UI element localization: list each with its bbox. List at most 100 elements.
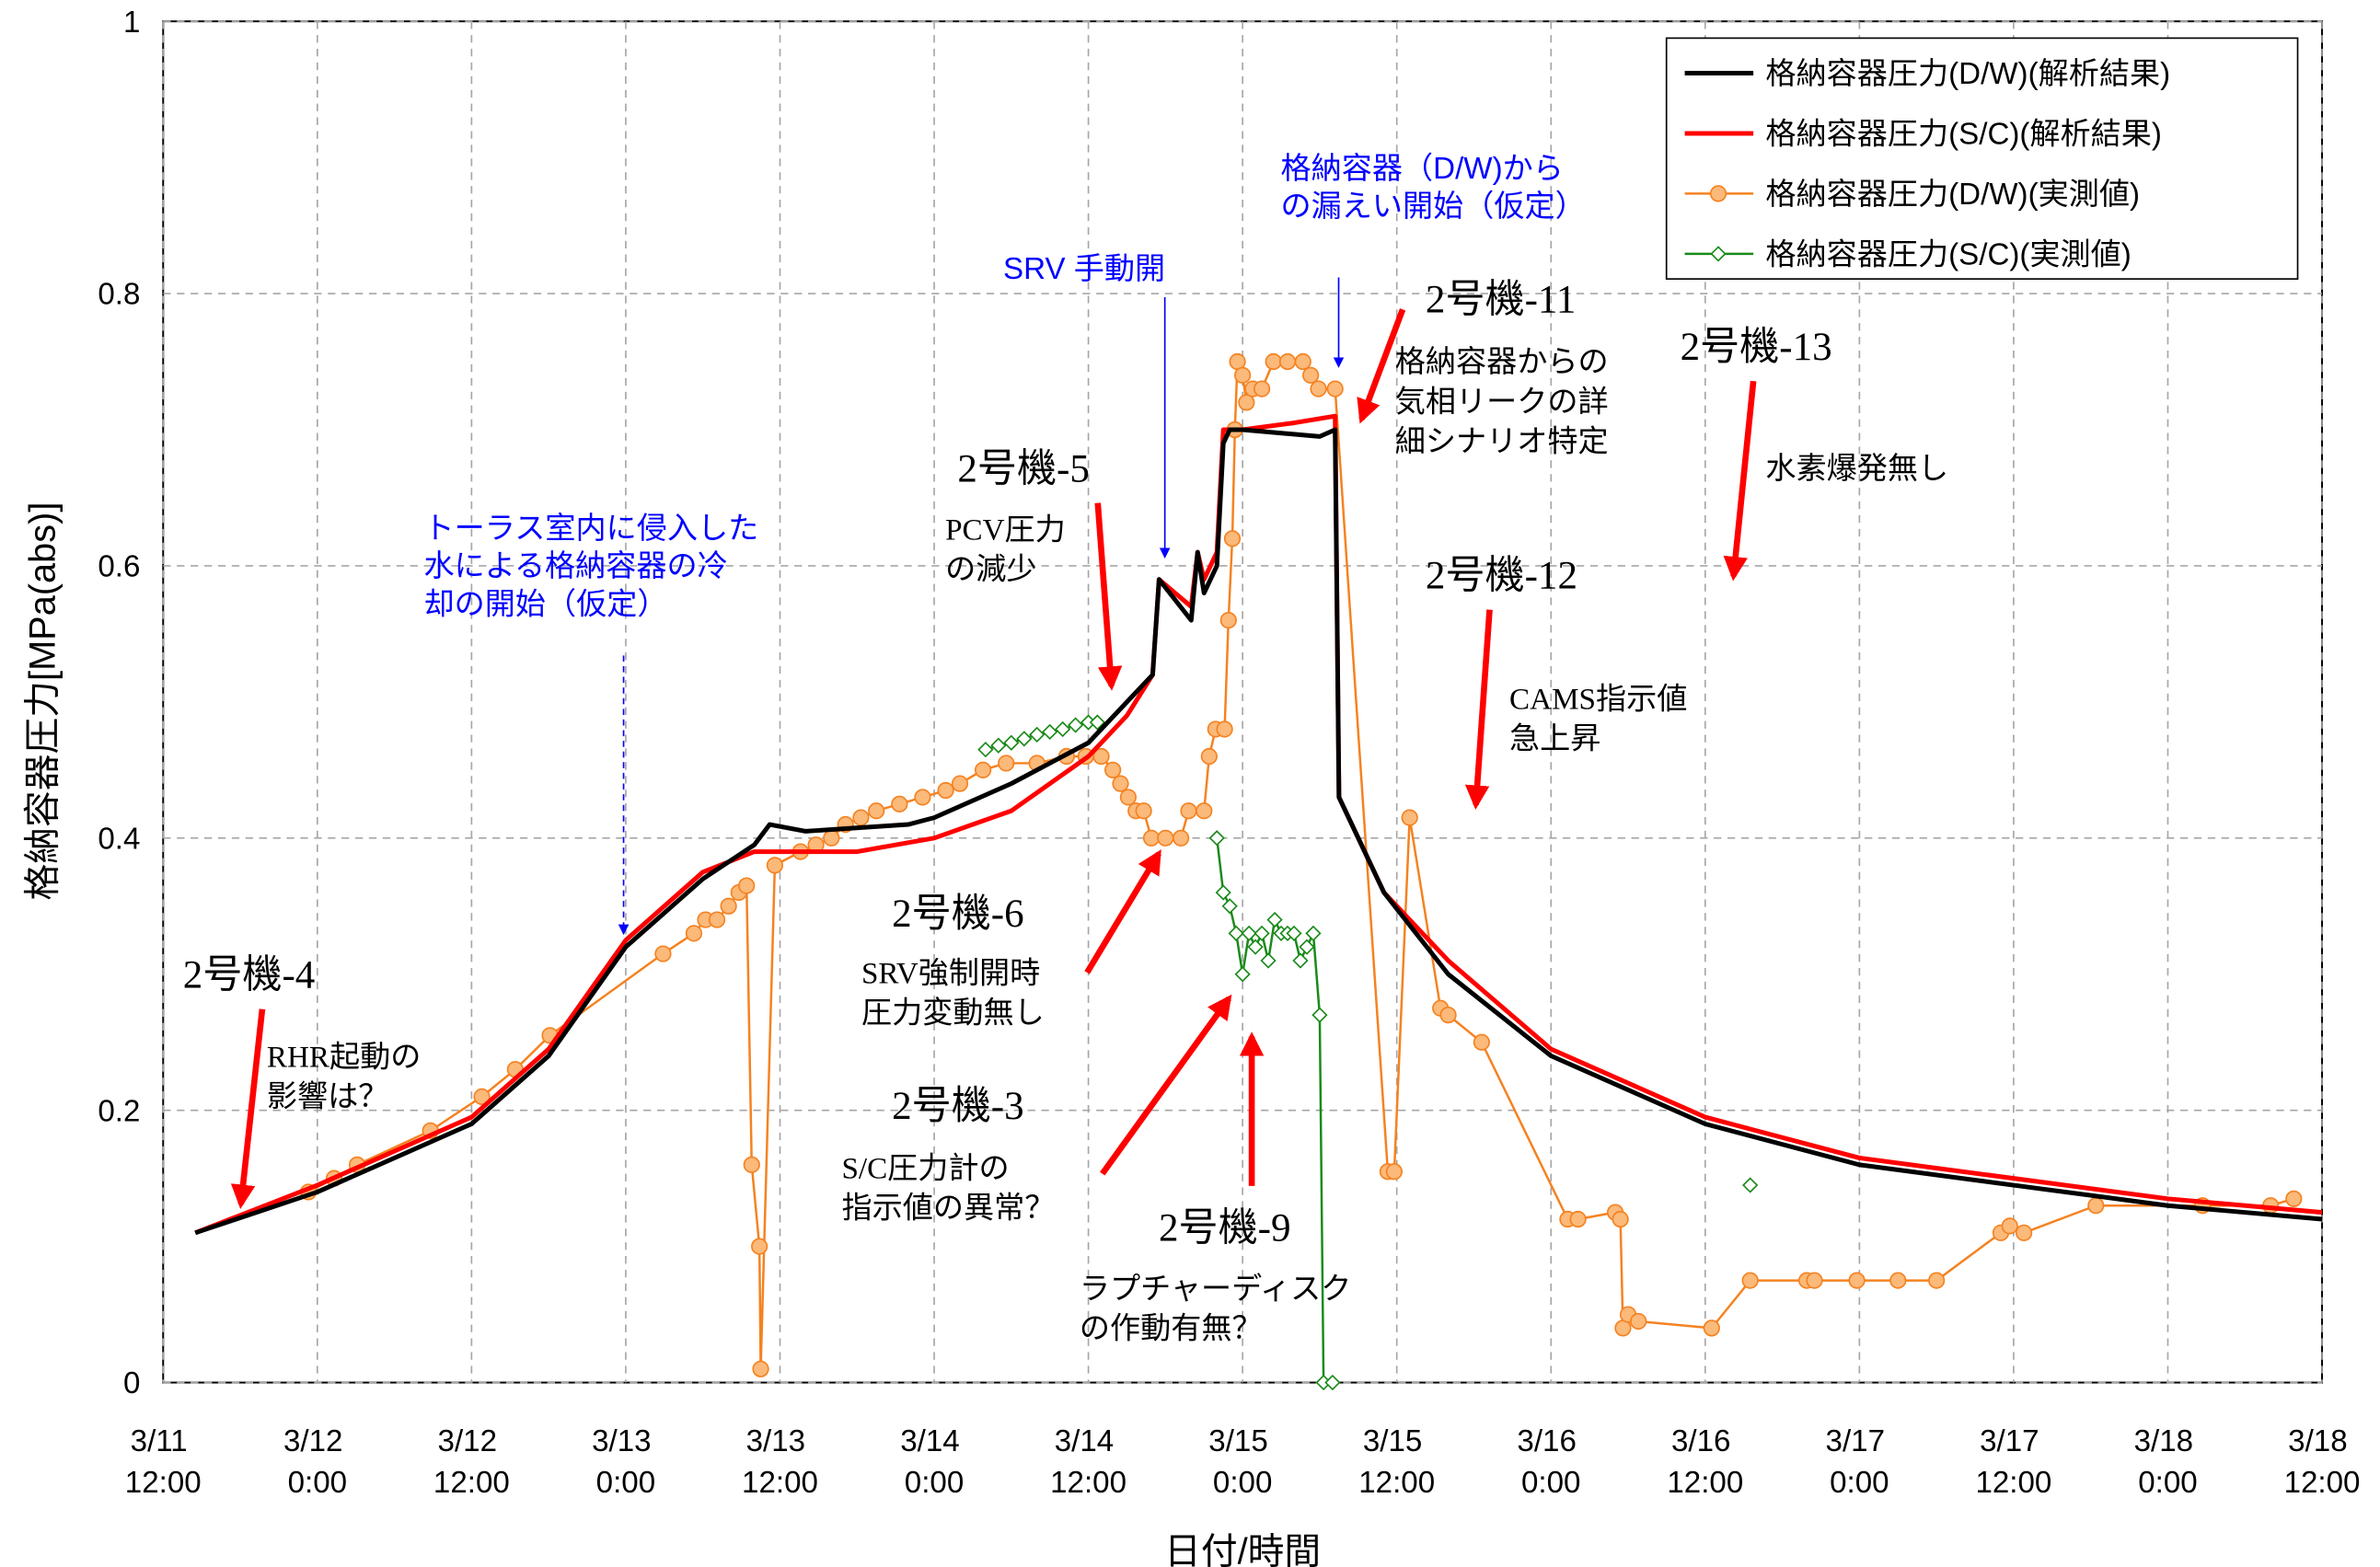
- assumption-text: 却の開始（仮定）: [424, 588, 668, 622]
- x-tick-label: 3/13 12:00: [742, 1424, 818, 1500]
- data-point: [1710, 246, 1727, 262]
- data-point: [1157, 829, 1174, 847]
- x-tick-label: 3/16 12:00: [1667, 1424, 1743, 1500]
- annotation-arrow: [1084, 849, 1161, 974]
- annotation-arrow: [1094, 502, 1123, 691]
- assumption-text: 水による格納容器の冷: [424, 549, 728, 583]
- annotation-text: PCV圧力: [945, 513, 1066, 547]
- annotation-text: 気相リークの詳: [1395, 385, 1609, 419]
- data-point: [1302, 366, 1320, 384]
- data-point: [1016, 731, 1033, 747]
- x-tick-label: 3/12 0:00: [283, 1424, 352, 1500]
- x-axis-label: 日付/時間: [1164, 1532, 1321, 1567]
- data-point: [1042, 723, 1058, 741]
- annotation-label: 2号機-4: [183, 953, 316, 997]
- annotation-text: ラプチャーディスク: [1080, 1272, 1351, 1306]
- y-tick-label: 0.8: [98, 278, 140, 312]
- data-point: [1266, 911, 1283, 928]
- data-point: [1299, 939, 1315, 955]
- data-point: [473, 1088, 491, 1105]
- data-point: [1326, 380, 1344, 398]
- annotation-text: 指示値の異常？: [841, 1192, 1055, 1226]
- annotation-arrow: [230, 1008, 266, 1209]
- data-point: [766, 857, 784, 874]
- y-tick-label: 0.2: [98, 1094, 140, 1128]
- data-point: [1003, 734, 1020, 751]
- data-point: [1173, 829, 1190, 847]
- data-point: [1219, 611, 1237, 629]
- data-point: [974, 761, 992, 778]
- data-point: [654, 945, 672, 962]
- data-point: [720, 897, 737, 915]
- annotation-text: 急上昇: [1509, 721, 1600, 755]
- x-tick-label: 3/16 0:00: [1517, 1424, 1585, 1500]
- annotation-text: SRV強制開時: [861, 957, 1040, 991]
- data-point: [2285, 1190, 2303, 1207]
- data-point: [1260, 952, 1277, 969]
- annotation-text: RHR起動の: [267, 1041, 422, 1075]
- data-point: [891, 795, 908, 812]
- annotation-text: 格納容器からの: [1395, 345, 1609, 379]
- data-point: [1401, 809, 1418, 826]
- data-point: [1247, 939, 1264, 955]
- annotation-text: CAMS指示値: [1509, 682, 1687, 716]
- legend-label: 格納容器圧力(D/W)(実測値): [1765, 178, 2140, 212]
- x-tick-label: 3/11 12:00: [125, 1424, 202, 1500]
- data-point: [1234, 966, 1251, 983]
- annotation-text: の作動有無？: [1080, 1312, 1263, 1346]
- annotation-label: 2号機-12: [1426, 554, 1577, 597]
- assumption-text: 格納容器（D/W)から: [1281, 152, 1564, 186]
- data-point: [1196, 802, 1213, 820]
- data-point: [1234, 366, 1252, 384]
- data-point: [1703, 1319, 1720, 1337]
- annotation-label: 2号機-6: [892, 893, 1024, 936]
- data-point: [1089, 714, 1105, 731]
- y-tick-label: 1: [123, 6, 140, 40]
- data-point: [1112, 775, 1129, 792]
- data-point: [1142, 829, 1161, 847]
- data-point: [1119, 789, 1137, 806]
- data-point: [937, 781, 954, 800]
- annotation-text: の減少: [945, 553, 1036, 587]
- x-tick-label: 3/17 0:00: [1826, 1424, 1894, 1500]
- data-point: [1135, 802, 1152, 820]
- data-point: [951, 775, 969, 792]
- data-point: [685, 925, 703, 942]
- data-point: [752, 1360, 769, 1377]
- y-tick-label: 0: [123, 1366, 140, 1400]
- data-point: [1292, 952, 1309, 969]
- data-point: [1253, 380, 1271, 398]
- annotation-label: 2号機-9: [1159, 1206, 1291, 1250]
- series-line: [194, 427, 2323, 1236]
- data-point: [1228, 925, 1244, 941]
- legend-label: 格納容器圧力(S/C)(実測値): [1765, 237, 2131, 271]
- x-tick-label: 3/14 0:00: [900, 1424, 968, 1500]
- data-point: [1055, 720, 1071, 738]
- annotation-text: 細シナリオ特定: [1395, 424, 1609, 458]
- data-point: [1324, 1374, 1341, 1391]
- y-axis-label: 格納容器圧力[MPa(abs)]: [23, 502, 64, 901]
- data-point: [1305, 925, 1322, 941]
- x-tick-label: 3/12 12:00: [433, 1424, 510, 1500]
- legend: 格納容器圧力(D/W)(解析結果) 格納容器圧力(S/C)(解析結果) 格納容器圧力…: [1665, 37, 2299, 280]
- data-point: [1216, 720, 1233, 738]
- annotation-text: S/C圧力計の: [841, 1152, 1009, 1186]
- annotation-arrow: [1723, 380, 1757, 582]
- data-point: [2087, 1197, 2105, 1215]
- data-point: [1029, 726, 1046, 743]
- x-tick-label: 3/18 0:00: [2134, 1424, 2202, 1500]
- annotation-label: 2号機-13: [1681, 326, 1832, 369]
- annotation-text: 圧力変動無し: [861, 997, 1045, 1031]
- x-tick-label: 3/13 0:00: [592, 1424, 660, 1500]
- y-tick-label: 0.6: [98, 550, 140, 584]
- data-point: [1806, 1272, 1823, 1289]
- data-point: [1221, 898, 1238, 915]
- data-point: [2001, 1217, 2018, 1235]
- annotation-arrow: [1464, 609, 1493, 810]
- data-point: [1709, 185, 1727, 202]
- data-point: [868, 802, 885, 820]
- data-point: [1278, 352, 1297, 371]
- data-point: [708, 911, 726, 928]
- assumption-text: の漏えい開始（仮定）: [1281, 190, 1586, 224]
